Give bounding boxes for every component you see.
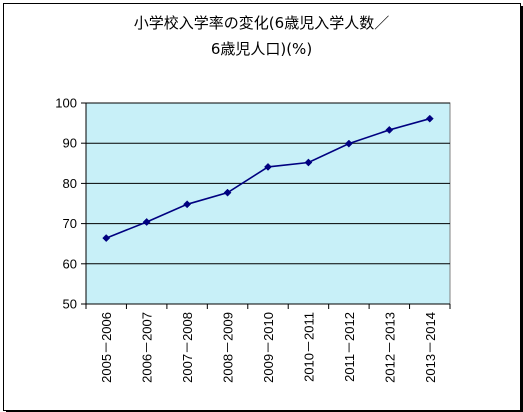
data-point: [183, 200, 192, 209]
x-tick-label: 2012－2013: [382, 312, 397, 383]
x-tick-label: 2011－2012: [342, 312, 357, 382]
x-tick-label: 2009－2010: [261, 312, 276, 383]
data-point: [102, 234, 111, 243]
x-tick-labels: 2005－2006 2006－2007 2007－2008 2008－2009 2009…: [99, 312, 438, 383]
y-tick-label: 90: [63, 136, 77, 151]
data-point: [385, 125, 394, 134]
y-tick-label: 80: [63, 176, 77, 191]
x-tick-label: 2005－2006: [99, 312, 114, 383]
y-tick-label: 100: [55, 96, 77, 111]
data-point: [425, 114, 434, 123]
x-tick-label: 2008－2009: [221, 312, 236, 383]
data-point: [142, 218, 151, 226]
y-tick-label: 60: [63, 256, 77, 271]
data-point: [223, 188, 232, 197]
x-tick-label: 2006－2007: [140, 312, 155, 383]
y-tick-label: 70: [63, 216, 77, 231]
plot-area: [85, 102, 451, 305]
data-point: [304, 158, 313, 167]
y-tick-labels: 50 60 70 80 90 100: [55, 96, 77, 312]
x-tick-label: 2010－2011: [301, 312, 316, 382]
data-point: [264, 162, 272, 171]
chart-title-line-1: 小学校入学率の変化(6歳児入学人数／: [133, 14, 390, 32]
axes: [81, 102, 451, 309]
chart-title: 小学校入学率の変化(6歳児入学人数／ 6歳児人口)(%): [0, 10, 523, 62]
data-point: [344, 139, 353, 148]
x-tick-label: 2013－2014: [423, 312, 438, 383]
data-series: [102, 114, 434, 243]
x-tick-label: 2007－2008: [180, 312, 195, 383]
y-tick-label: 50: [63, 297, 77, 312]
chart-title-line-2: 6歳児人口)(%): [210, 40, 313, 58]
